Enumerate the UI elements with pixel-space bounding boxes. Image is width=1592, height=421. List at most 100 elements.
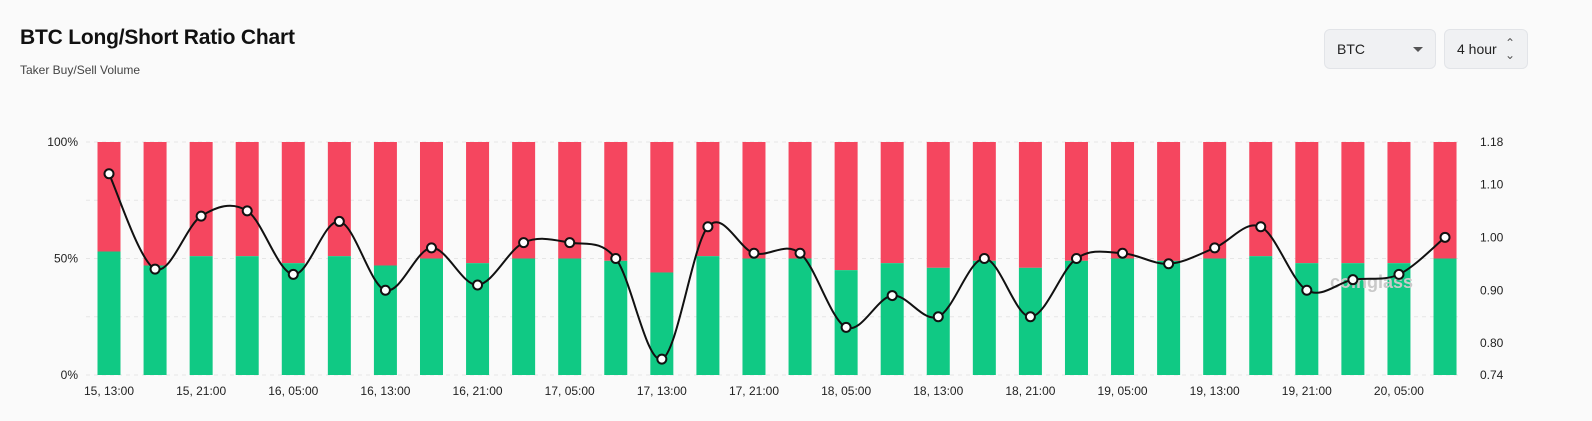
bar-short [1387,142,1411,264]
bar-short [1295,142,1319,264]
bar-short [650,142,674,273]
bar-short [1433,142,1457,259]
ratio-point [195,210,207,222]
x-tick-label: 18, 05:00 [821,384,871,398]
x-tick-label: 15, 21:00 [176,384,226,398]
x-tick-label: 20, 05:00 [1374,384,1424,398]
bar-long [97,251,121,375]
bar-long [466,263,490,375]
ratio-point [1301,284,1313,296]
bar-short [419,142,443,259]
y-right-tick-label: 1.18 [1480,135,1504,149]
ratio-point [1347,274,1359,286]
bar-short [972,142,996,261]
bar-short [604,142,628,261]
bar-short [189,142,213,257]
coin-select-value: BTC [1337,41,1365,57]
bar-long [373,265,397,375]
bar-short [788,142,812,259]
ratio-point [610,253,622,264]
bar-long [1111,258,1135,375]
bar-short [834,142,858,271]
page-title: BTC Long/Short Ratio Chart [20,26,295,49]
coin-select[interactable]: BTC [1324,29,1436,69]
bar-long [1433,258,1457,375]
ratio-point [564,237,576,249]
bar-short [281,142,305,264]
ratio-point [1393,268,1405,280]
bar-short [143,142,167,266]
x-tick-label: 19, 13:00 [1190,384,1240,398]
bar-short [1111,142,1135,259]
bar-long [327,256,351,375]
bar-long [604,260,628,375]
bar-long [1249,256,1273,375]
bar-long [1295,263,1319,375]
bar-short [466,142,490,264]
ratio-point [1255,221,1267,233]
ratio-point [840,321,852,333]
bar-long [650,272,674,375]
bar-long [788,258,812,375]
bar-short [742,142,766,259]
ratio-point [103,168,115,180]
ratio-point [518,237,530,249]
bar-long [1387,263,1411,375]
bar-long [1157,260,1181,375]
x-tick-label: 16, 05:00 [268,384,318,398]
ratio-point [1439,231,1451,243]
ratio-point [656,353,668,365]
ratio-line [108,173,1446,361]
x-tick-label: 15, 13:00 [84,384,134,398]
ratio-point [379,284,391,296]
bar-short [1064,142,1088,261]
x-tick-label: 16, 21:00 [453,384,503,398]
ratio-point [1163,258,1175,270]
bar-long [972,260,996,375]
x-tick-label: 16, 13:00 [360,384,410,398]
chevron-down-icon [1413,46,1423,52]
bar-long [742,258,766,375]
y-right-tick-label: 0.74 [1480,368,1504,382]
bar-short [926,142,950,268]
bar-long [696,256,720,375]
bar-long [880,263,904,375]
bar-short [512,142,536,259]
x-tick-label: 19, 05:00 [1098,384,1148,398]
ratio-point [702,221,714,233]
x-tick-label: 18, 13:00 [913,384,963,398]
y-left-tick-label: 50% [54,252,78,266]
ratio-point [472,279,484,291]
bar-short [1018,142,1042,268]
bar-short [235,142,259,257]
bar-short [558,142,582,259]
bar-short [327,142,351,257]
y-right-tick-label: 1.10 [1480,177,1504,191]
ratio-point [1024,311,1036,323]
ratio-point [1117,247,1129,259]
chevron-updown-icon: ⌃ ⌄ [1504,36,1515,62]
bar-short [696,142,720,257]
bar-long [512,258,536,375]
bar-short [1341,142,1365,264]
bar-long [558,258,582,375]
interval-select[interactable]: 4 hour ⌃ ⌄ [1444,29,1528,69]
ratio-point [149,263,161,275]
ratio-point [287,268,299,280]
interval-select-value: 4 hour [1457,41,1497,57]
bar-short [1157,142,1181,261]
ratio-point [1070,253,1082,264]
ratio-point [333,215,345,227]
bar-short [97,142,121,252]
y-right-tick-label: 0.80 [1480,336,1504,350]
x-tick-label: 19, 21:00 [1282,384,1332,398]
ratio-point [794,247,806,259]
x-tick-label: 17, 13:00 [637,384,687,398]
ratio-point [748,247,760,259]
y-right-tick-label: 1.00 [1480,230,1504,244]
bar-long [235,256,259,375]
ratio-point [886,290,898,302]
y-left-tick-label: 100% [47,135,78,149]
bar-long [1064,260,1088,375]
